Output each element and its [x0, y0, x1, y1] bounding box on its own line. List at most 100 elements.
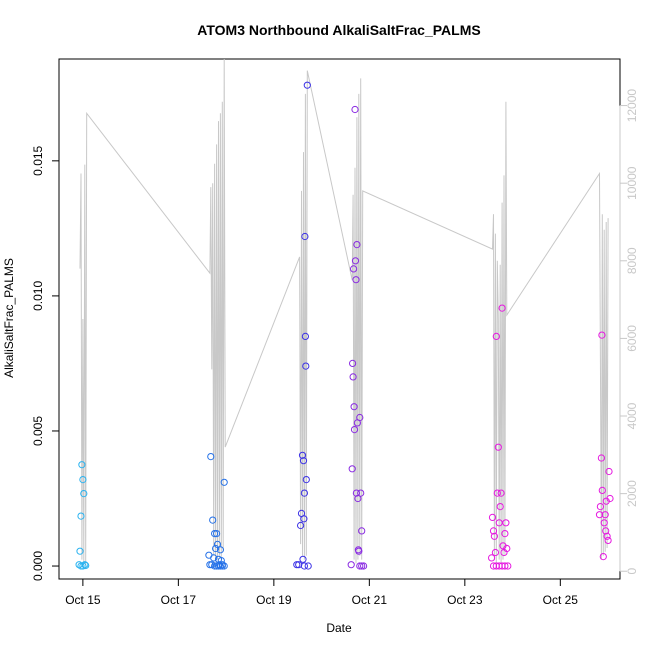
- data-point: [213, 540, 222, 549]
- data-point: [349, 359, 357, 367]
- data-point: [81, 561, 89, 569]
- data-point: [498, 304, 506, 312]
- right-axis: 0 2000 4000 6000 8000 10000 12000: [619, 89, 639, 575]
- data-point: [217, 557, 225, 565]
- data-point: [216, 562, 224, 570]
- data-point: [293, 561, 301, 569]
- data-point: [488, 554, 496, 562]
- right-tick-label: 2000: [625, 480, 639, 507]
- data-point: [78, 461, 86, 469]
- data-point: [350, 426, 359, 434]
- data-point: [220, 478, 228, 486]
- data-point: [595, 511, 604, 519]
- data-point: [356, 413, 364, 422]
- data-point: [207, 453, 215, 461]
- x-tick-label: Oct 23: [447, 593, 483, 607]
- data-point: [351, 257, 360, 265]
- data-point: [501, 530, 509, 538]
- data-point: [353, 241, 361, 249]
- data-point: [77, 562, 85, 570]
- right-tick-label: 8000: [625, 247, 639, 274]
- data-point: [350, 403, 358, 411]
- data-point: [300, 562, 308, 570]
- x-tick-label: Oct 19: [256, 593, 292, 607]
- y-axis-label: AlkaliSaltFrac_PALMS: [2, 258, 16, 378]
- data-point: [495, 562, 503, 570]
- data-point: [489, 527, 498, 535]
- right-tick-label: 4000: [625, 402, 639, 429]
- data-point: [605, 467, 613, 476]
- data-point: [351, 105, 359, 114]
- data-point: [300, 515, 308, 523]
- data-point: [603, 532, 611, 540]
- data-point: [348, 465, 356, 473]
- data-point: [494, 443, 502, 451]
- data-point: [357, 489, 365, 497]
- y-tick-label: 0.010: [31, 281, 45, 311]
- data-point: [501, 562, 509, 570]
- data-point: [356, 562, 364, 570]
- data-point: [76, 547, 84, 555]
- data-point: [301, 332, 309, 340]
- data-point: [498, 562, 506, 570]
- right-tick-label: 6000: [625, 325, 639, 352]
- data-point: [218, 562, 226, 570]
- data-point: [349, 373, 357, 381]
- right-tick-label: 10000: [625, 166, 639, 200]
- data-point: [502, 519, 510, 527]
- data-point: [216, 546, 224, 554]
- data-point: [504, 562, 512, 570]
- right-tick-label: 12000: [625, 89, 639, 123]
- data-point: [347, 561, 355, 569]
- data-point: [304, 562, 312, 570]
- data-point: [80, 490, 88, 498]
- y-tick-label: 0.005: [31, 416, 45, 446]
- data-point: [206, 561, 214, 569]
- data-point: [488, 513, 497, 522]
- secondary-line: [79, 58, 609, 566]
- data-point: [350, 265, 358, 273]
- data-point: [598, 331, 606, 339]
- data-point: [360, 562, 368, 570]
- data-point: [302, 362, 310, 370]
- data-point: [354, 494, 362, 503]
- data-point: [220, 562, 228, 570]
- secondary-line-layer: [79, 58, 609, 566]
- data-point: [211, 530, 219, 538]
- data-point: [213, 530, 221, 538]
- data-point: [493, 489, 501, 497]
- data-point: [492, 332, 500, 340]
- y-tick-label: 0.015: [31, 145, 45, 175]
- x-tick-label: Oct 17: [161, 593, 197, 607]
- data-point: [212, 544, 220, 553]
- data-point: [209, 516, 217, 524]
- data-point: [602, 527, 610, 535]
- plot-frame: [58, 58, 621, 580]
- data-point: [606, 494, 614, 503]
- data-point: [299, 457, 308, 465]
- data-point: [491, 548, 499, 557]
- y-tick-label: 0.000: [31, 551, 45, 581]
- series-5: [488, 304, 512, 570]
- x-tick-label: Oct 15: [65, 593, 101, 607]
- data-point: [299, 555, 307, 563]
- series-1: [75, 461, 90, 570]
- right-tick-label: 0: [625, 568, 639, 575]
- data-point: [503, 544, 511, 553]
- x-tick-label: Oct 21: [352, 593, 388, 607]
- data-point: [355, 547, 363, 555]
- x-tick-label: Oct 25: [543, 593, 579, 607]
- series-4: [347, 105, 368, 570]
- data-point: [496, 503, 504, 511]
- data-point: [82, 561, 90, 570]
- chart-title: ATOM3 Northbound AlkaliSaltFrac_PALMS: [197, 22, 480, 38]
- data-point: [600, 519, 608, 527]
- series-2: [205, 453, 228, 570]
- y-axis: 0.000 0.005 0.010 0.015: [31, 145, 60, 581]
- data-point: [599, 553, 607, 561]
- data-point: [358, 527, 366, 535]
- data-point: [358, 562, 366, 570]
- data-point: [79, 562, 87, 570]
- data-point: [598, 486, 606, 494]
